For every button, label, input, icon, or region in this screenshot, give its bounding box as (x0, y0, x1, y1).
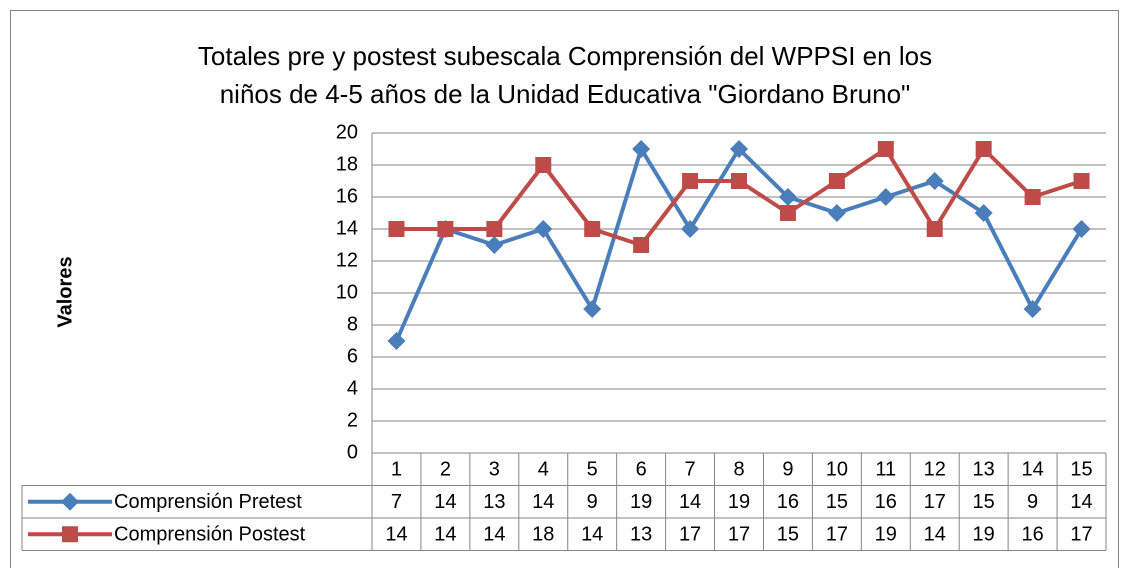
marker (827, 204, 846, 222)
marker (1072, 220, 1091, 238)
marker (387, 332, 406, 350)
x-tick-label: 15 (1070, 459, 1092, 481)
marker (632, 140, 651, 158)
marker (437, 221, 454, 237)
y-axis-title: Valores (54, 256, 76, 327)
marker (828, 173, 845, 189)
y-tick-label: 12 (336, 249, 358, 271)
legend-label: Comprensión Pretest (114, 491, 302, 513)
table-value: 14 (434, 524, 456, 546)
x-tick-label: 7 (685, 459, 696, 481)
marker (1023, 300, 1042, 318)
table-value: 15 (973, 491, 995, 513)
y-tick-label: 16 (336, 185, 358, 207)
marker (1073, 173, 1090, 189)
x-tick-label: 5 (587, 459, 598, 481)
table-value: 16 (777, 491, 799, 513)
x-tick-label: 9 (782, 459, 793, 481)
table-value: 17 (924, 491, 946, 513)
marker (926, 221, 943, 237)
marker (974, 204, 993, 222)
marker (584, 221, 601, 237)
x-tick-label: 1 (391, 459, 402, 481)
marker (534, 220, 553, 238)
x-tick-label: 11 (875, 459, 896, 481)
table-value: 13 (630, 524, 652, 546)
x-tick-label: 3 (489, 459, 500, 481)
marker (62, 526, 78, 543)
x-tick-label: 13 (973, 459, 995, 481)
table-value: 19 (728, 491, 750, 513)
x-tick-label: 8 (733, 459, 744, 481)
marker (975, 141, 992, 157)
table-value: 14 (924, 524, 946, 546)
table-value: 19 (630, 491, 652, 513)
table-value: 14 (385, 524, 407, 546)
y-tick-label: 20 (336, 121, 358, 143)
y-tick-label: 2 (347, 409, 358, 431)
table-value: 14 (483, 524, 505, 546)
y-tick-label: 0 (347, 441, 358, 463)
table-value: 16 (1021, 524, 1043, 546)
table-value: 14 (532, 491, 554, 513)
marker (730, 140, 748, 158)
table-value: 9 (1027, 491, 1038, 513)
y-tick-label: 8 (347, 313, 358, 335)
x-tick-label: 12 (924, 459, 946, 481)
table-value: 14 (679, 491, 701, 513)
y-tick-label: 4 (347, 377, 358, 399)
marker (876, 188, 895, 206)
marker (583, 300, 602, 318)
marker (61, 492, 79, 511)
y-tick-label: 6 (347, 345, 358, 367)
marker (925, 172, 944, 190)
x-tick-label: 6 (636, 459, 647, 481)
chart-title: niños de 4-5 años de la Unidad Educativa… (220, 79, 911, 109)
chart-border (10, 10, 1119, 568)
marker (779, 205, 796, 221)
table-value: 7 (391, 491, 402, 513)
marker (682, 173, 699, 189)
table-value: 19 (875, 524, 897, 546)
table-value: 17 (679, 524, 701, 546)
table-value: 9 (587, 491, 598, 513)
table-value: 19 (973, 524, 995, 546)
legend-label: Comprensión Postest (114, 524, 306, 546)
table-value: 17 (826, 524, 848, 546)
marker (877, 141, 894, 157)
marker (486, 221, 503, 237)
chart-title: Totales pre y postest subescala Comprens… (198, 41, 932, 71)
x-tick-label: 2 (440, 459, 451, 481)
table-value: 13 (483, 491, 505, 513)
y-tick-label: 14 (336, 217, 358, 239)
marker (681, 220, 700, 238)
table-value: 17 (728, 524, 750, 546)
y-tick-label: 18 (336, 153, 358, 175)
table-value: 18 (532, 524, 554, 546)
marker (485, 236, 504, 254)
table-value: 15 (826, 491, 848, 513)
marker (731, 173, 747, 189)
marker (535, 157, 552, 173)
marker (778, 188, 797, 206)
table-value: 14 (1070, 491, 1092, 513)
table-value: 16 (875, 491, 897, 513)
marker (633, 237, 650, 253)
marker (1024, 189, 1041, 205)
x-tick-label: 14 (1021, 459, 1043, 481)
table-value: 15 (777, 524, 799, 546)
y-tick-label: 10 (336, 281, 358, 303)
marker (388, 221, 405, 237)
table-value: 14 (434, 491, 456, 513)
table-value: 17 (1070, 524, 1092, 546)
x-tick-label: 4 (538, 459, 549, 481)
table-value: 14 (581, 524, 603, 546)
x-tick-label: 10 (826, 459, 848, 481)
